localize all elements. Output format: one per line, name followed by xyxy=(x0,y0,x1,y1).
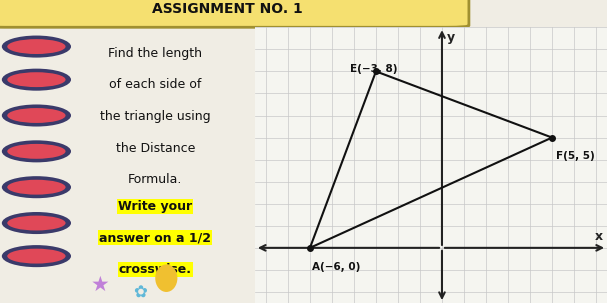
Ellipse shape xyxy=(7,249,66,264)
Text: Write your: Write your xyxy=(118,200,192,213)
Text: the Distance: the Distance xyxy=(115,142,195,155)
Text: crosswise.: crosswise. xyxy=(119,263,192,276)
Text: E(−3, 8): E(−3, 8) xyxy=(350,64,397,74)
Ellipse shape xyxy=(2,68,71,91)
Ellipse shape xyxy=(2,105,71,127)
Text: ASSIGNMENT NO. 1: ASSIGNMENT NO. 1 xyxy=(152,2,303,16)
Text: x: x xyxy=(594,231,603,243)
Text: ★: ★ xyxy=(90,275,109,295)
Text: the triangle using: the triangle using xyxy=(100,110,211,123)
Text: F(5, 5): F(5, 5) xyxy=(557,151,595,161)
Text: y: y xyxy=(446,31,455,44)
Text: of each side of: of each side of xyxy=(109,78,202,91)
Ellipse shape xyxy=(2,140,71,162)
Text: Find the length: Find the length xyxy=(108,47,202,60)
Ellipse shape xyxy=(2,245,71,267)
Ellipse shape xyxy=(7,108,66,123)
Circle shape xyxy=(155,265,177,292)
Ellipse shape xyxy=(7,180,66,195)
Ellipse shape xyxy=(7,39,66,54)
Ellipse shape xyxy=(2,212,71,234)
Ellipse shape xyxy=(2,176,71,198)
Ellipse shape xyxy=(2,35,71,58)
FancyBboxPatch shape xyxy=(0,0,469,27)
Ellipse shape xyxy=(7,144,66,159)
Text: ✿: ✿ xyxy=(133,284,147,301)
Ellipse shape xyxy=(7,72,66,87)
Ellipse shape xyxy=(7,216,66,231)
Text: answer on a 1/2: answer on a 1/2 xyxy=(99,231,211,244)
Text: Formula.: Formula. xyxy=(128,173,183,186)
Text: A(−6, 0): A(−6, 0) xyxy=(312,262,361,272)
